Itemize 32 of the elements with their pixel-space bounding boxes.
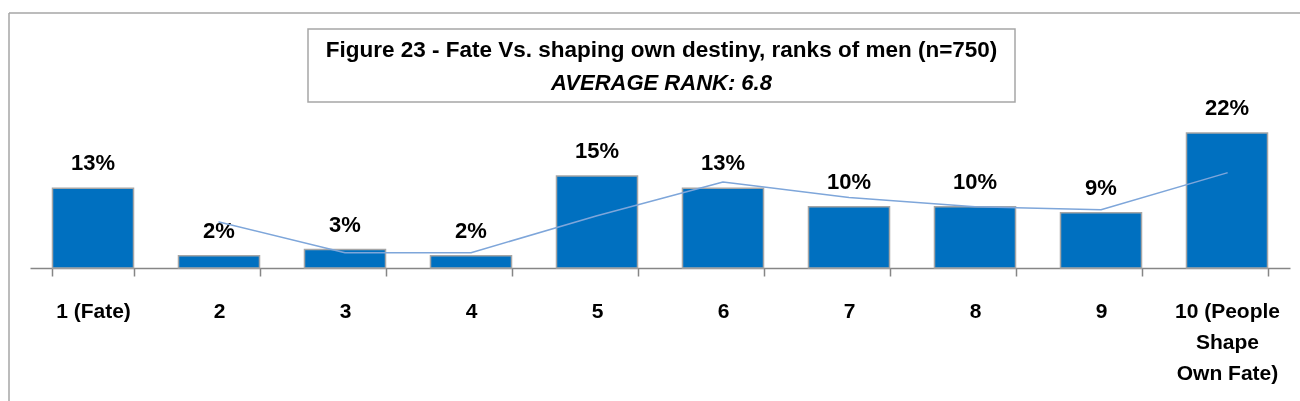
bar xyxy=(303,248,387,269)
bar xyxy=(681,187,765,269)
data-label: 2% xyxy=(455,217,487,243)
chart-subtitle: AVERAGE RANK: 6.8 xyxy=(550,70,773,95)
bar xyxy=(1185,132,1269,269)
data-label: 9% xyxy=(1085,174,1117,200)
x-tick-label: 3 xyxy=(339,298,352,322)
bar xyxy=(555,175,639,269)
x-tick-label: 9 xyxy=(1095,298,1108,322)
x-tick-label: 10 (People Shape Own Fate) xyxy=(1174,298,1281,384)
x-tick-label: 8 xyxy=(969,298,982,322)
bar xyxy=(51,187,135,269)
data-label: 22% xyxy=(1204,95,1250,120)
data-label: 2% xyxy=(203,217,235,243)
data-label: 3% xyxy=(329,211,361,237)
bar xyxy=(1059,212,1143,269)
bar xyxy=(177,254,261,269)
chart-title: Figure 23 - Fate Vs. shaping own destiny, ranks of men (n=750) xyxy=(325,37,998,62)
x-tick-label: 6 xyxy=(717,298,730,322)
x-tick-label: 5 xyxy=(591,298,604,322)
data-label: 10% xyxy=(826,168,872,194)
data-label: 13% xyxy=(70,150,116,176)
x-tick-label: 4 xyxy=(465,298,478,322)
data-label: 13% xyxy=(700,150,746,176)
bar xyxy=(429,254,513,269)
x-tick-label: 7 xyxy=(843,298,856,322)
x-tick-label: 1 (Fate) xyxy=(56,298,131,322)
x-tick-label: 2 xyxy=(213,298,226,322)
bar xyxy=(933,205,1017,269)
data-label: 15% xyxy=(574,137,620,163)
bar xyxy=(807,205,891,269)
data-label: 10% xyxy=(952,168,998,194)
